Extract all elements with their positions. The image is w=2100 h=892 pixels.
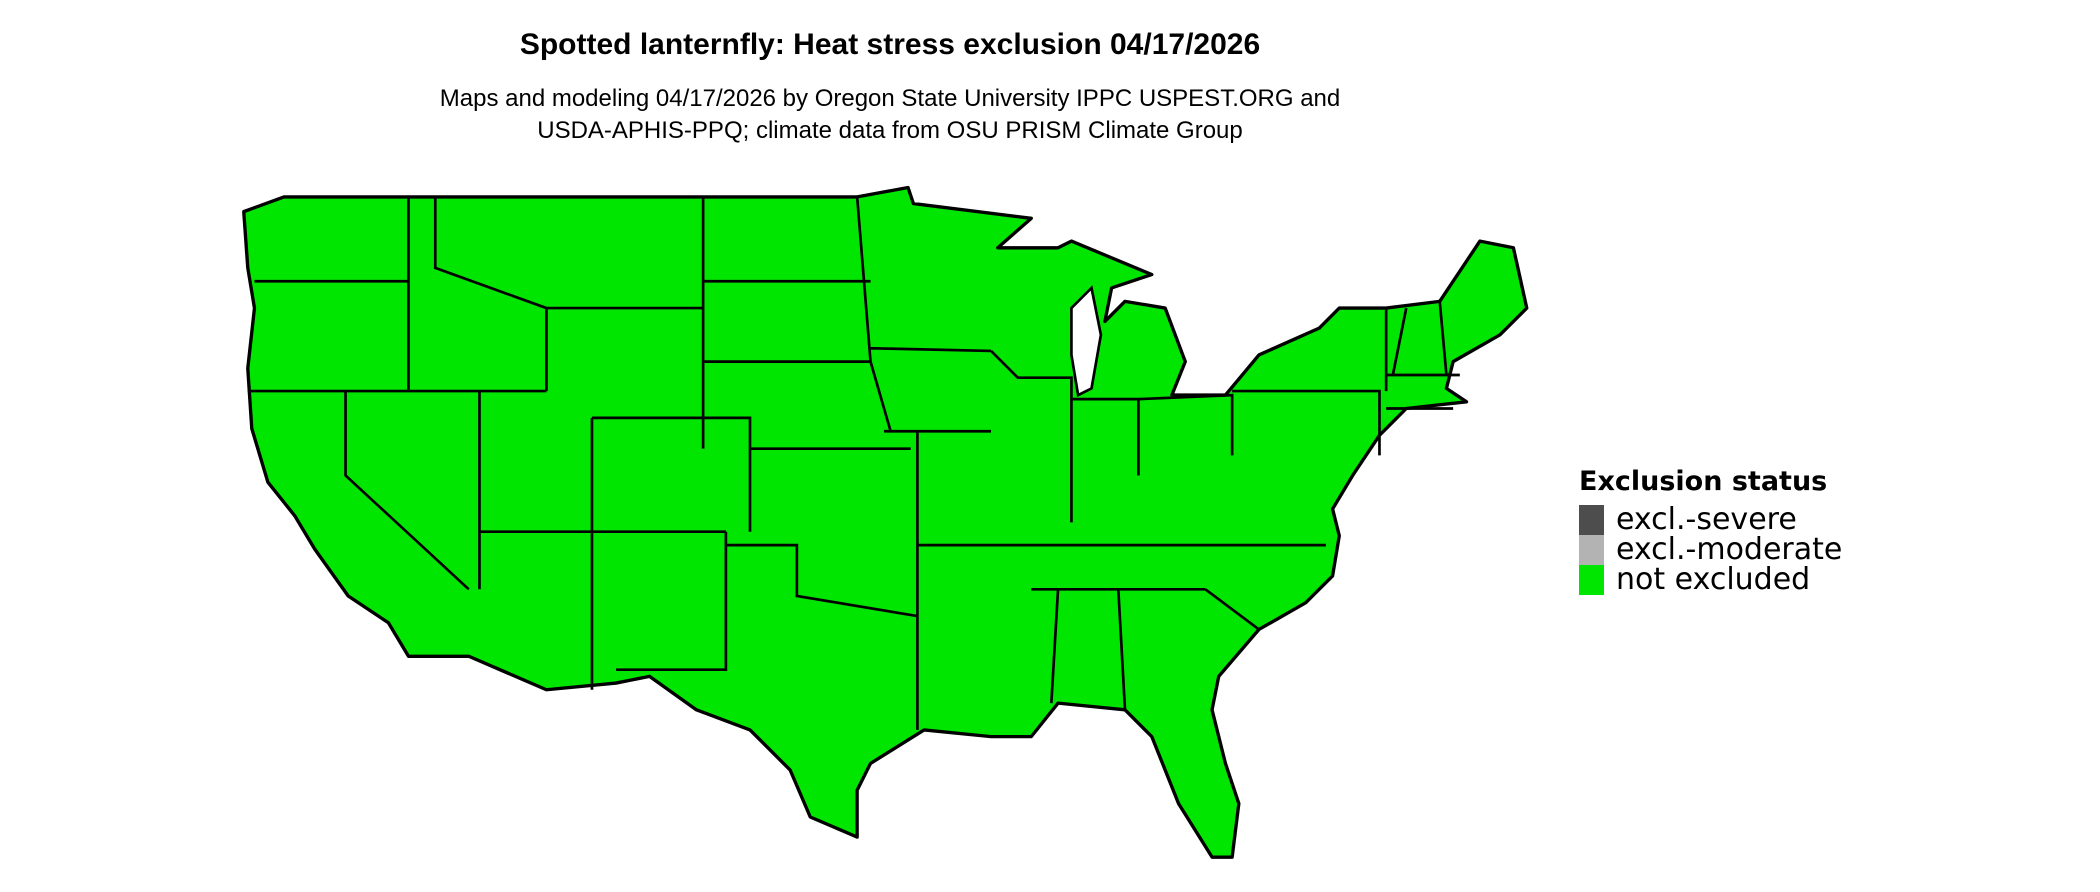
legend-item-moderate: excl.-moderate bbox=[1579, 535, 1842, 565]
legend-title: Exclusion status bbox=[1579, 466, 1828, 497]
subtitle-line-1: Maps and modeling 04/17/2026 by Oregon S… bbox=[439, 85, 1341, 112]
legend-item-severe: excl.-severe bbox=[1579, 505, 1842, 535]
legend-label: not excluded bbox=[1616, 562, 1811, 597]
lake-michigan bbox=[1070, 285, 1103, 398]
legend: Exclusion status excl.-severe excl.-mode… bbox=[1579, 466, 1842, 595]
legend-swatch-severe bbox=[1579, 505, 1604, 535]
legend-label: excl.-moderate bbox=[1616, 532, 1843, 567]
legend-swatch-moderate bbox=[1579, 535, 1604, 565]
us-outline bbox=[242, 185, 1529, 859]
legend-item-not-excluded: not excluded bbox=[1579, 565, 1842, 595]
state-borders bbox=[247, 196, 1460, 730]
legend-label: excl.-severe bbox=[1616, 502, 1797, 537]
subtitle-line-2: USDA-APHIS-PPQ; climate data from OSU PR… bbox=[537, 117, 1243, 144]
legend-swatch-not-excluded bbox=[1579, 565, 1604, 595]
map-title: Spotted lanternfly: Heat stress exclusio… bbox=[519, 28, 1261, 61]
